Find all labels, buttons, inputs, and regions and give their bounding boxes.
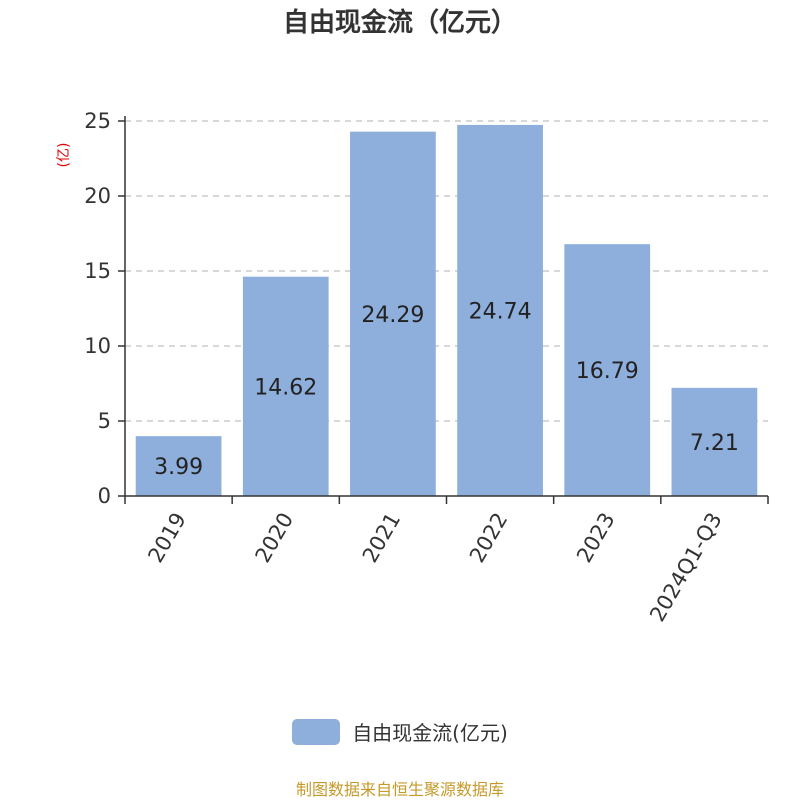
- x-tick-label: 2022: [465, 509, 513, 567]
- y-tick-label: 15: [84, 259, 111, 283]
- x-tick-label: 2021: [358, 509, 406, 567]
- y-tick-label: 20: [84, 184, 111, 208]
- grid-lines: [125, 120, 768, 422]
- y-tick-label: 25: [84, 109, 111, 133]
- bar[interactable]: [457, 124, 543, 497]
- bar-value-label: 14.62: [254, 375, 317, 400]
- chart-title: 自由现金流（亿元）: [282, 8, 517, 38]
- y-tick-label: 5: [98, 409, 111, 433]
- bars: [135, 124, 758, 497]
- x-tick-label: 2023: [572, 509, 620, 567]
- bar-value-label: 24.74: [469, 299, 532, 324]
- y-tick-label: 10: [84, 334, 111, 358]
- bar-value-label: 3.99: [154, 455, 203, 480]
- bar[interactable]: [671, 387, 758, 496]
- legend-swatch[interactable]: [292, 718, 341, 745]
- bar-value-label: 16.79: [576, 359, 639, 384]
- y-tick-label: 0: [98, 484, 111, 508]
- data-labels: 3.99 14.62 24.29 24.74 16.79 7.21: [154, 299, 739, 480]
- bar[interactable]: [135, 436, 222, 496]
- source-note: 制图数据来自恒生聚源数据库: [295, 780, 504, 799]
- y-axis-label: (亿): [56, 143, 72, 168]
- bar[interactable]: [242, 276, 329, 496]
- legend-label[interactable]: 自由现金流(亿元): [352, 721, 508, 745]
- bar[interactable]: [350, 131, 436, 496]
- x-tick-label: 2024Q1-Q3: [645, 509, 727, 626]
- x-tick-label: 2019: [143, 509, 191, 567]
- bar-value-label: 24.29: [361, 303, 424, 328]
- x-tick-label: 2020: [251, 509, 299, 567]
- bar[interactable]: [564, 244, 651, 496]
- legend[interactable]: 自由现金流(亿元): [0, 717, 800, 746]
- bar-value-label: 7.21: [690, 431, 739, 456]
